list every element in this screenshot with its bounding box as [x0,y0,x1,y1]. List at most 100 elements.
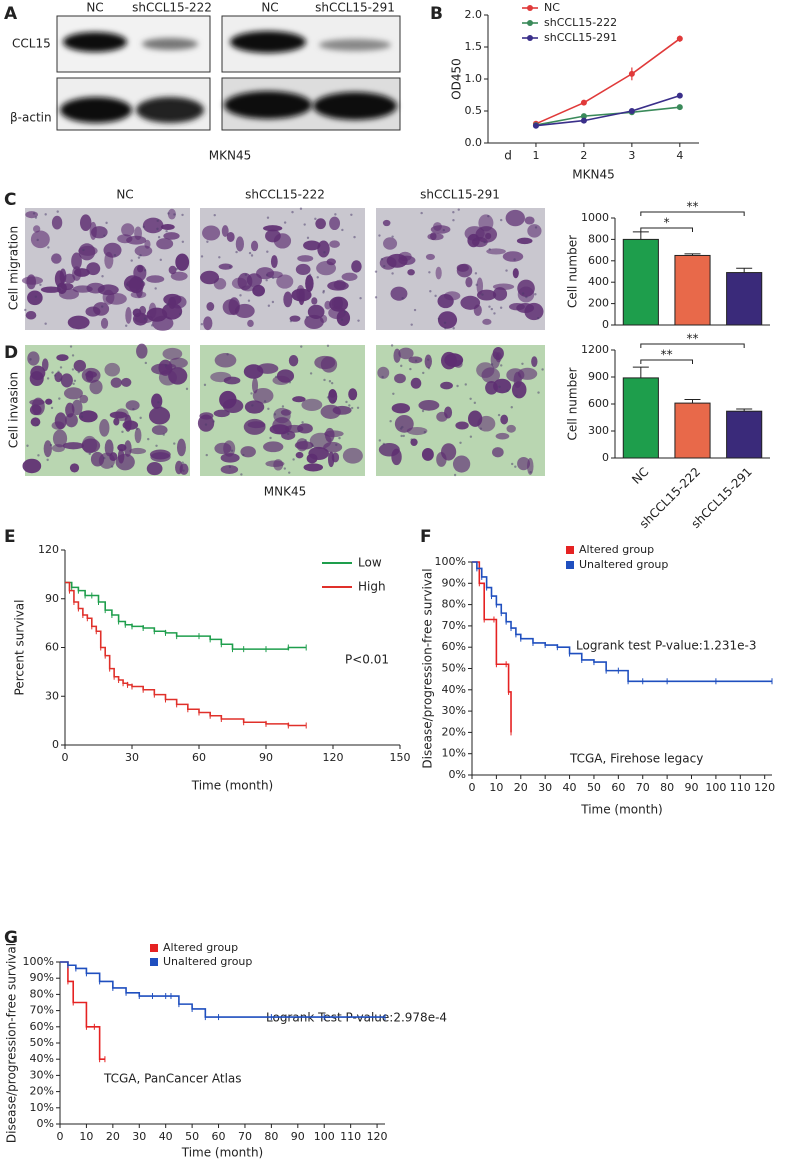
pore [267,304,271,307]
y-tick-label: 600 [588,254,609,267]
pore [181,461,184,464]
pore [452,219,455,222]
pore [392,392,395,396]
y-tick-label: 300 [588,424,609,437]
pore [200,255,204,258]
cell [162,347,183,360]
pore [53,374,57,377]
pore [235,250,238,254]
y-axis-label: Percent survival [13,600,27,696]
x-tick-label: 100 [314,1130,335,1143]
cell [71,399,83,416]
cell [289,315,301,322]
pore [353,235,356,239]
survival-curve [65,581,307,727]
cell [506,424,516,433]
x-tick-label: 110 [730,781,751,794]
y-tick-label: 50% [442,662,466,675]
pore [103,234,106,237]
pore [453,473,457,477]
cell [146,462,163,476]
pore [429,290,432,293]
cell [311,297,318,305]
significance-bracket [640,211,745,216]
pore [167,212,170,215]
pore [350,213,353,216]
pore [155,444,158,447]
pore [340,318,344,321]
x-tick-label: 1 [532,149,539,162]
cell [45,398,53,405]
cell [102,289,115,305]
cell [292,396,306,403]
pore [306,236,310,240]
legend-label: shCCL15-222 [544,16,617,29]
significance-bracket [640,227,693,232]
x-tick-label: NC [629,465,651,487]
cell [441,351,457,370]
pore [345,400,348,404]
cell [69,463,80,473]
pore [244,273,248,276]
pore [402,434,405,438]
pore [26,444,29,447]
pore [374,296,378,299]
x-tick-label: 0 [62,751,69,764]
cell [52,429,68,448]
pore [469,435,473,438]
cell [265,460,285,467]
cell [323,430,344,438]
cell [223,440,236,457]
annotation: Logrank test P-value:1.231e-3 [576,639,756,653]
bar [674,254,711,326]
cell [109,411,128,419]
pore [497,413,501,417]
x-axis-label: MKN45 [572,168,614,182]
pore [160,406,163,409]
cell [390,286,408,301]
cell [100,317,109,329]
y-tick-label: 200 [588,297,609,310]
cell [482,318,492,325]
cell [527,224,542,238]
cell [500,414,509,425]
cell [383,237,398,250]
cell [270,255,278,268]
x-tick-label: 90 [291,1130,305,1143]
pore [506,389,509,392]
cell [27,351,40,366]
pore [488,248,491,251]
x-tick-label: 0 [469,781,476,794]
pore [391,235,394,238]
micrograph-images [21,207,545,477]
cell [98,452,116,469]
x-tick-label: 20 [514,781,528,794]
y-tick-label: 100% [435,555,466,568]
pore [521,362,524,365]
cell [56,354,69,361]
pore [536,317,540,320]
cell [104,362,121,377]
cell [336,309,351,326]
cell [30,417,41,427]
y-tick-label: 90% [442,576,466,589]
caption: MKN45 [209,149,251,163]
pore [428,271,431,274]
pore [110,465,114,468]
point [580,113,587,120]
pore [58,397,61,400]
cell [341,272,358,281]
lane-label: NC [261,1,278,15]
cell [121,223,135,237]
pore [378,439,382,442]
pore [164,364,168,367]
cell [149,449,171,460]
pore [457,208,460,211]
cell [231,277,247,289]
cell [81,367,101,383]
cell [427,233,444,241]
blot-image [56,15,401,131]
y-tick-label: 70% [442,619,466,632]
cell [495,432,510,440]
point [676,92,683,99]
